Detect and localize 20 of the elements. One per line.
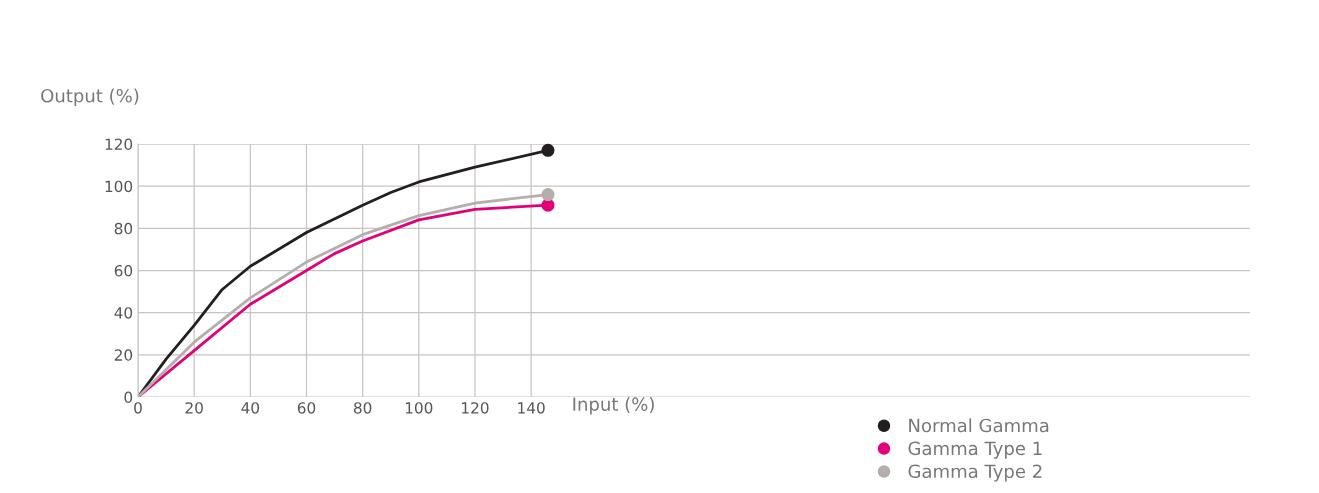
x-axis-title: Input (%) xyxy=(573,397,654,415)
y-axis-title: Output (%) xyxy=(41,88,139,107)
y-tick-label: 80 xyxy=(114,222,133,235)
x-tick-label: 120 xyxy=(462,402,489,414)
y-tick-label: 120 xyxy=(105,138,133,151)
x-tick-label: 100 xyxy=(405,402,433,414)
legend-label: Normal Gamma xyxy=(909,418,1049,433)
y-tick-label: 40 xyxy=(114,307,133,319)
x-tick-label: 40 xyxy=(241,402,260,414)
legend-label: Gamma Type 1 xyxy=(908,441,1042,459)
x-tick-label: 20 xyxy=(185,402,203,414)
y-tick-label: 100 xyxy=(105,180,133,193)
y-tick-label: 60 xyxy=(114,264,133,277)
legend-label: Gamma Type 2 xyxy=(908,464,1042,482)
y-tick-label: 0 xyxy=(124,391,133,404)
x-tick-label: 0 xyxy=(134,402,142,414)
x-tick-label: 80 xyxy=(353,402,372,414)
y-tick-label: 20 xyxy=(114,349,133,361)
x-tick-label: 140 xyxy=(518,402,545,414)
x-tick-label: 60 xyxy=(297,402,316,414)
